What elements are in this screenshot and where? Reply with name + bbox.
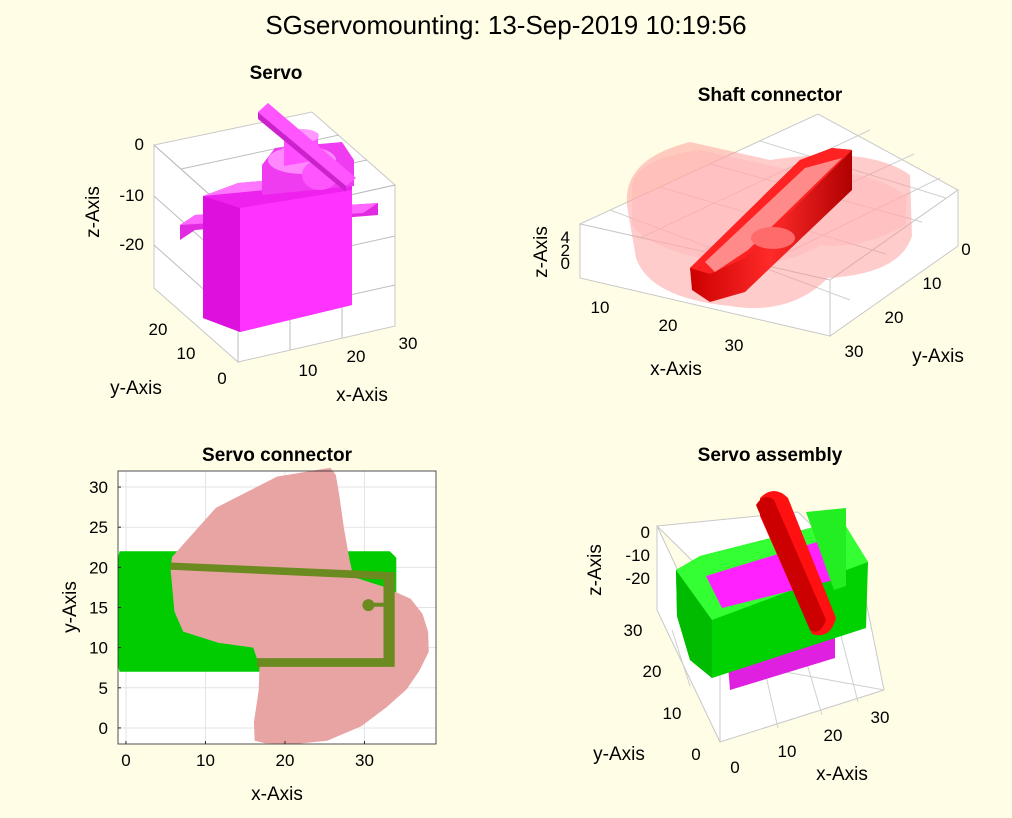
shaft-y-tick: 0 xyxy=(961,240,970,259)
shaft-arm xyxy=(690,148,852,302)
pink-lobe xyxy=(170,467,429,744)
shaft-y-tick: 20 xyxy=(885,308,904,327)
shaft-x-tick: 20 xyxy=(659,316,678,335)
connector-x-tick: 30 xyxy=(355,751,374,770)
connector-title: Servo connector xyxy=(202,445,353,466)
assembly-x-tick: 30 xyxy=(871,708,890,727)
assembly-axis-ticks: 0 -10 -20 0 10 20 30 0 10 20 30 xyxy=(624,523,890,777)
connector-x-tick: 10 xyxy=(196,751,215,770)
shaft-z-tick: 2 xyxy=(561,241,570,260)
connector-y-tick: 20 xyxy=(89,558,108,577)
assembly-subplot: Servo assembly xyxy=(585,445,889,785)
shaft-z-tick: 0 xyxy=(561,254,570,273)
shaft-y-tick: 10 xyxy=(923,274,942,293)
assembly-title: Servo assembly xyxy=(698,445,843,466)
servo-xlabel: x-Axis xyxy=(336,385,388,406)
servo-y-tick: 20 xyxy=(149,320,168,339)
assembly-shaft xyxy=(756,491,836,636)
servo-x-tick: 20 xyxy=(347,347,366,366)
shaft-x-tick: 10 xyxy=(591,298,610,317)
servo-connector-subplot: Servo connector 0 10 20 30 0 5 10 15 20 25 30 x-Ax… xyxy=(60,445,437,805)
assembly-x-tick: 20 xyxy=(824,726,843,745)
assembly-y-tick: 10 xyxy=(663,704,682,723)
assembly-z-tick: -20 xyxy=(625,569,650,588)
shaft-y-tick: 30 xyxy=(845,342,864,361)
shaft-xlabel: x-Axis xyxy=(650,359,702,380)
assembly-x-tick: 10 xyxy=(778,742,797,761)
servo-y-tick: 10 xyxy=(177,344,196,363)
shaft-subplot: Shaft connector xyxy=(531,85,971,380)
servo-axis-ticks: 0 -10 -20 0 10 20 10 20 30 xyxy=(119,135,417,388)
assembly-y-tick: 20 xyxy=(643,662,662,681)
connector-ticks: 0 10 20 30 0 5 10 15 20 25 30 xyxy=(89,478,374,770)
shaft-axis-ticks: 10 20 30 0 10 20 30 0 2 4 xyxy=(561,228,971,361)
assembly-zlabel: z-Axis xyxy=(585,544,606,596)
servo-title: Servo xyxy=(250,63,303,84)
servo-z-tick: 0 xyxy=(135,135,144,154)
servo-z-tick: -10 xyxy=(119,186,144,205)
connector-y-tick: 25 xyxy=(89,518,108,537)
assembly-y-tick: 0 xyxy=(691,745,700,764)
connector-x-tick: 20 xyxy=(275,751,294,770)
assembly-xlabel: x-Axis xyxy=(816,764,868,785)
connector-y-tick: 5 xyxy=(99,679,108,698)
shaft-z-tick: 4 xyxy=(561,228,570,247)
servo-z-tick: -20 xyxy=(119,235,144,254)
shaft-hole xyxy=(362,599,375,612)
servo-subplot: Servo xyxy=(83,63,417,406)
connector-shapes xyxy=(118,467,429,744)
connector-xlabel: x-Axis xyxy=(251,784,303,805)
shaft-x-tick: 30 xyxy=(725,336,744,355)
servo-zlabel: z-Axis xyxy=(83,186,104,238)
shaft-title: Shaft connector xyxy=(698,85,843,106)
connector-x-tick: 0 xyxy=(121,751,130,770)
connector-y-tick: 30 xyxy=(89,478,108,497)
servo-body xyxy=(180,103,378,332)
assembly-z-tick: 0 xyxy=(641,523,650,542)
servo-x-tick: 30 xyxy=(399,334,418,353)
assembly-ylabel: y-Axis xyxy=(593,744,645,765)
assembly-z-tick: -10 xyxy=(625,546,650,565)
connector-ylabel: y-Axis xyxy=(60,581,81,633)
overlap-frame xyxy=(170,562,395,667)
servo-x-tick: 10 xyxy=(299,361,318,380)
connector-y-tick: 15 xyxy=(89,599,108,618)
assembly-x-tick: 0 xyxy=(730,758,739,777)
servo-y-tick: 0 xyxy=(217,369,226,388)
connector-y-tick: 10 xyxy=(89,639,108,658)
assembly-y-tick: 30 xyxy=(624,621,643,640)
shaft-zlabel: z-Axis xyxy=(531,226,552,278)
shaft-ylabel: y-Axis xyxy=(912,346,964,367)
servo-ylabel: y-Axis xyxy=(110,378,162,399)
connector-y-tick: 0 xyxy=(99,719,108,738)
assembly-mount xyxy=(676,508,868,678)
figure-title: SGservomounting: 13-Sep-2019 10:19:56 xyxy=(265,10,747,40)
